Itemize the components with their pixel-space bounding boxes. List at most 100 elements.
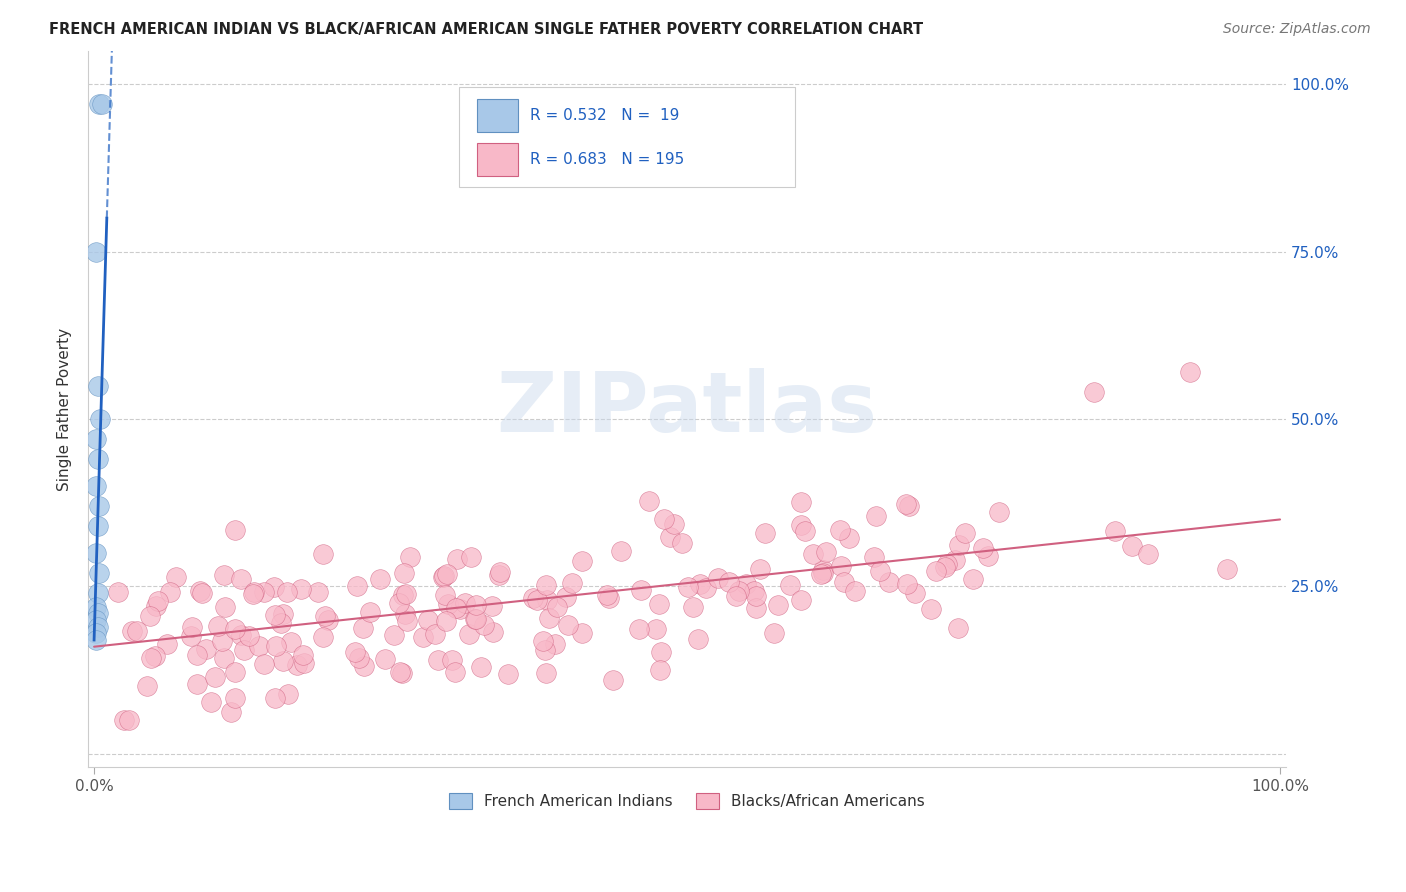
Point xyxy=(557,618,579,632)
Point xyxy=(754,526,776,541)
Point xyxy=(766,598,789,612)
Point xyxy=(650,663,672,677)
Point xyxy=(934,560,956,574)
Point xyxy=(536,593,558,607)
Point xyxy=(904,585,927,599)
Point xyxy=(86,244,108,259)
Point xyxy=(165,570,187,584)
Point xyxy=(374,652,396,666)
Point xyxy=(920,601,942,615)
Point xyxy=(204,670,226,684)
Point xyxy=(207,619,229,633)
Point xyxy=(353,658,375,673)
Point xyxy=(460,549,482,564)
Point xyxy=(748,562,770,576)
Point xyxy=(962,572,984,586)
Point xyxy=(155,637,177,651)
Point xyxy=(742,584,765,599)
Point xyxy=(474,618,496,632)
Point xyxy=(717,575,740,590)
Point xyxy=(790,593,813,607)
Point xyxy=(229,628,252,642)
Point xyxy=(936,558,959,572)
Point xyxy=(1136,547,1159,561)
Point xyxy=(292,656,315,670)
Point xyxy=(86,452,108,467)
Point xyxy=(686,632,709,647)
Y-axis label: Single Father Poverty: Single Father Poverty xyxy=(58,327,72,491)
Point xyxy=(224,623,246,637)
Point xyxy=(291,648,314,662)
Point xyxy=(121,624,143,639)
Point xyxy=(638,494,661,508)
Point xyxy=(898,499,921,513)
Point xyxy=(312,547,335,561)
Point xyxy=(392,566,415,581)
Point xyxy=(744,601,766,615)
Point xyxy=(280,635,302,649)
Point xyxy=(271,654,294,668)
Point xyxy=(263,580,285,594)
Point xyxy=(987,505,1010,519)
Point xyxy=(238,629,260,643)
Point xyxy=(253,585,276,599)
Point xyxy=(384,628,406,642)
Point xyxy=(844,583,866,598)
Point xyxy=(648,597,671,611)
Point xyxy=(745,589,768,603)
Point xyxy=(242,587,264,601)
Point xyxy=(346,579,368,593)
Point xyxy=(735,577,758,591)
Point xyxy=(434,614,457,628)
Point xyxy=(242,585,264,599)
Point xyxy=(695,581,717,595)
Point xyxy=(224,665,246,680)
Point xyxy=(125,624,148,639)
Point xyxy=(869,564,891,578)
Point xyxy=(118,714,141,728)
Point xyxy=(658,530,681,544)
Point xyxy=(630,583,652,598)
Point xyxy=(790,495,813,509)
Point xyxy=(598,591,620,605)
Point xyxy=(877,574,900,589)
Point xyxy=(811,563,834,577)
Point xyxy=(444,665,467,679)
Point xyxy=(925,564,948,578)
Point xyxy=(314,609,336,624)
Point xyxy=(233,642,256,657)
Point xyxy=(828,523,851,537)
Point xyxy=(470,659,492,673)
Point xyxy=(977,549,1000,564)
Point xyxy=(359,605,381,619)
Point xyxy=(139,608,162,623)
Point xyxy=(186,677,208,691)
Point xyxy=(488,567,510,582)
Point xyxy=(190,586,212,600)
Point xyxy=(790,518,813,533)
Point xyxy=(571,625,593,640)
Point xyxy=(86,432,108,446)
Point xyxy=(86,599,108,614)
Point xyxy=(285,658,308,673)
Text: ZIPatlas: ZIPatlas xyxy=(496,368,877,450)
Legend: French American Indians, Blacks/African Americans: French American Indians, Blacks/African … xyxy=(441,786,932,817)
Point xyxy=(112,714,135,728)
Point xyxy=(779,578,801,592)
Point xyxy=(276,584,298,599)
Point xyxy=(547,599,569,614)
Text: Source: ZipAtlas.com: Source: ZipAtlas.com xyxy=(1223,22,1371,37)
Point xyxy=(538,611,561,625)
Point xyxy=(219,705,242,719)
Point xyxy=(571,554,593,568)
Point xyxy=(264,691,287,706)
Point xyxy=(86,378,108,392)
Point xyxy=(534,578,557,592)
Point xyxy=(596,589,619,603)
Point xyxy=(834,574,856,589)
Point xyxy=(948,621,970,635)
Point xyxy=(224,523,246,537)
Point xyxy=(894,497,917,511)
Point xyxy=(762,626,785,640)
Point xyxy=(432,570,454,584)
